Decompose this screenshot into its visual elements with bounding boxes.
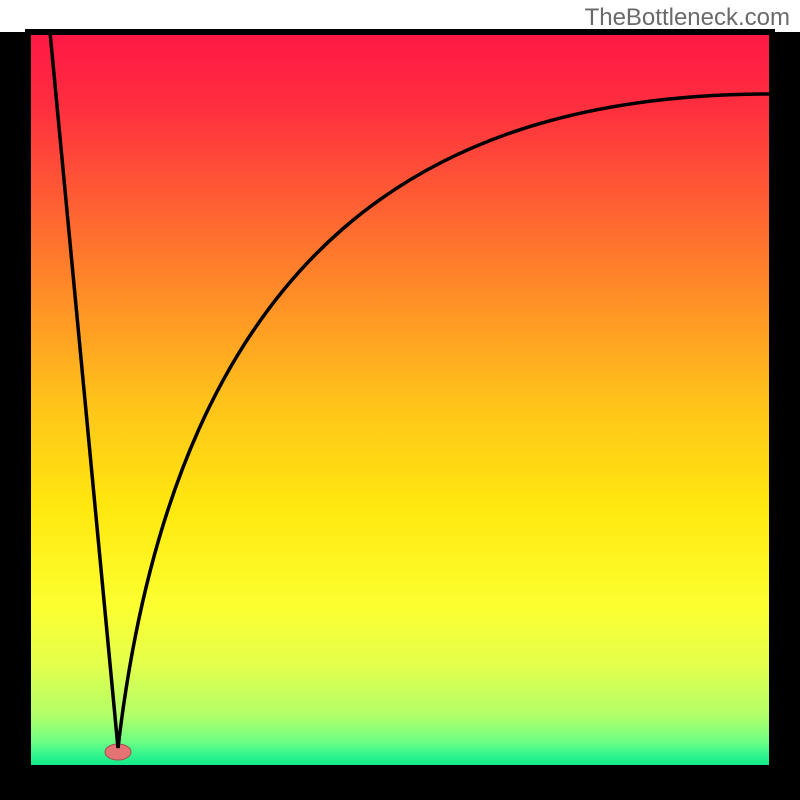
gradient-background — [28, 32, 772, 768]
bottleneck-chart — [0, 0, 800, 800]
edge-right — [772, 0, 800, 800]
edge-bottom — [0, 768, 800, 800]
edge-left — [0, 0, 28, 800]
canvas: TheBottleneck.com — [0, 0, 800, 800]
attribution-label: TheBottleneck.com — [585, 4, 790, 32]
